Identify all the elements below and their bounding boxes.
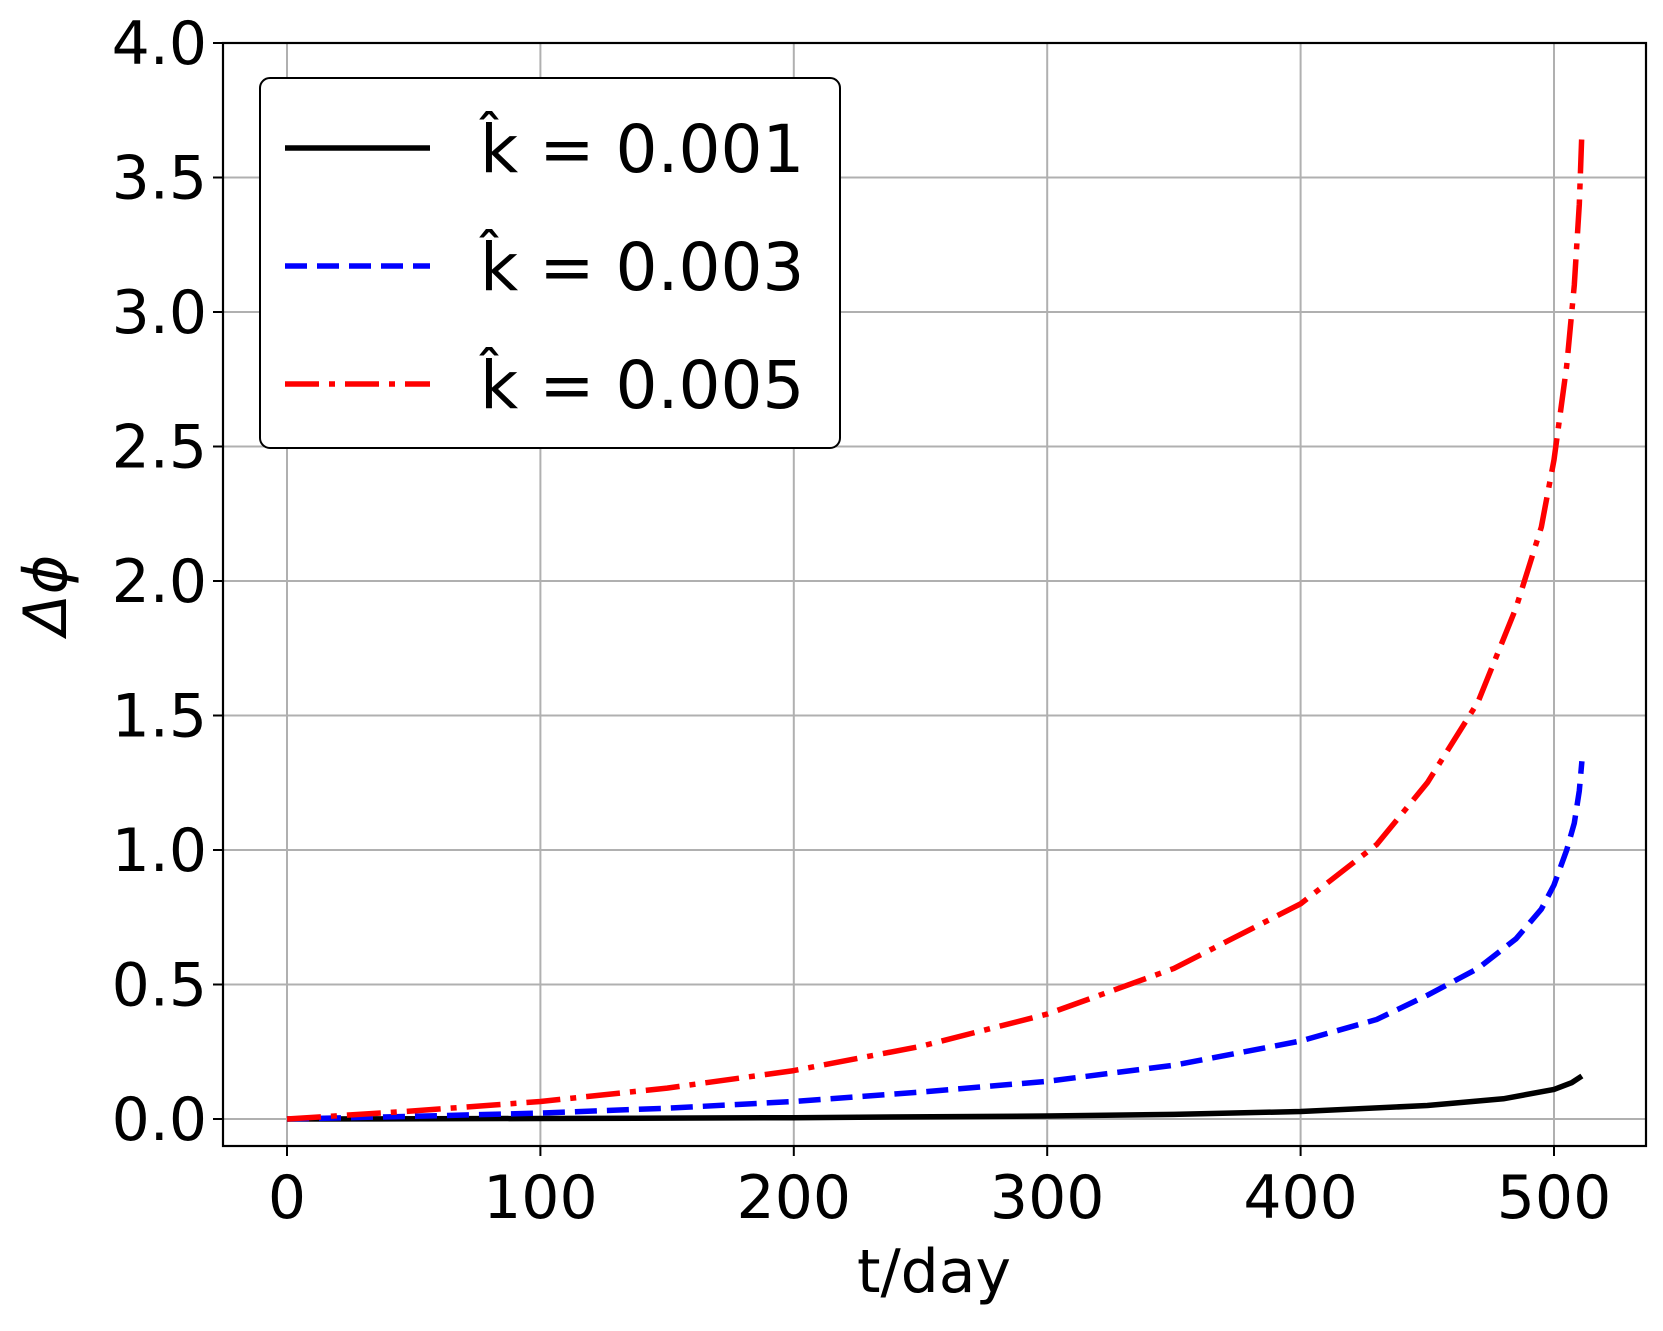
axes-frame <box>221 41 1648 1148</box>
series-line-3 <box>286 131 1585 1122</box>
legend-box <box>259 77 841 449</box>
ticks: 0 100 200 300 400 500 0.0 0.5 1.0 1.5 2.0 2.5 3.0 3.5… <box>112 9 1612 1233</box>
y-tick-label: 0.0 <box>112 1085 207 1155</box>
x-tick-label: 400 <box>1243 1163 1358 1233</box>
legend: k̂ = 0.001 k̂ = 0.003 k̂ = 0.005 <box>259 77 841 449</box>
x-axis-label: t/day <box>857 1237 1011 1307</box>
legend-label-2: k̂ = 0.003 <box>478 228 804 306</box>
x-tick-label: 300 <box>990 1163 1105 1233</box>
x-tick-label: 0 <box>268 1163 306 1233</box>
series-line-2 <box>286 760 1585 1122</box>
y-tick-label: 1.5 <box>112 682 207 752</box>
y-tick-label: 3.0 <box>112 278 207 348</box>
y-tick-label: 1.0 <box>112 816 207 886</box>
y-tick-label: 3.5 <box>112 144 207 214</box>
y-tick-label: 2.0 <box>112 547 207 617</box>
y-tick-label: 0.5 <box>112 951 207 1021</box>
legend-label-1: k̂ = 0.001 <box>478 110 804 188</box>
series-line-1 <box>286 1073 1584 1122</box>
legend-label-3: k̂ = 0.005 <box>478 346 804 424</box>
series-lines <box>286 131 1585 1122</box>
y-tick-label: 2.5 <box>112 413 207 483</box>
y-axis-label: Δϕ <box>11 555 81 640</box>
x-tick-label: 200 <box>737 1163 852 1233</box>
y-tick-label: 4.0 <box>112 9 207 79</box>
x-tick-label: 500 <box>1497 1163 1612 1233</box>
x-tick-label: 100 <box>483 1163 598 1233</box>
